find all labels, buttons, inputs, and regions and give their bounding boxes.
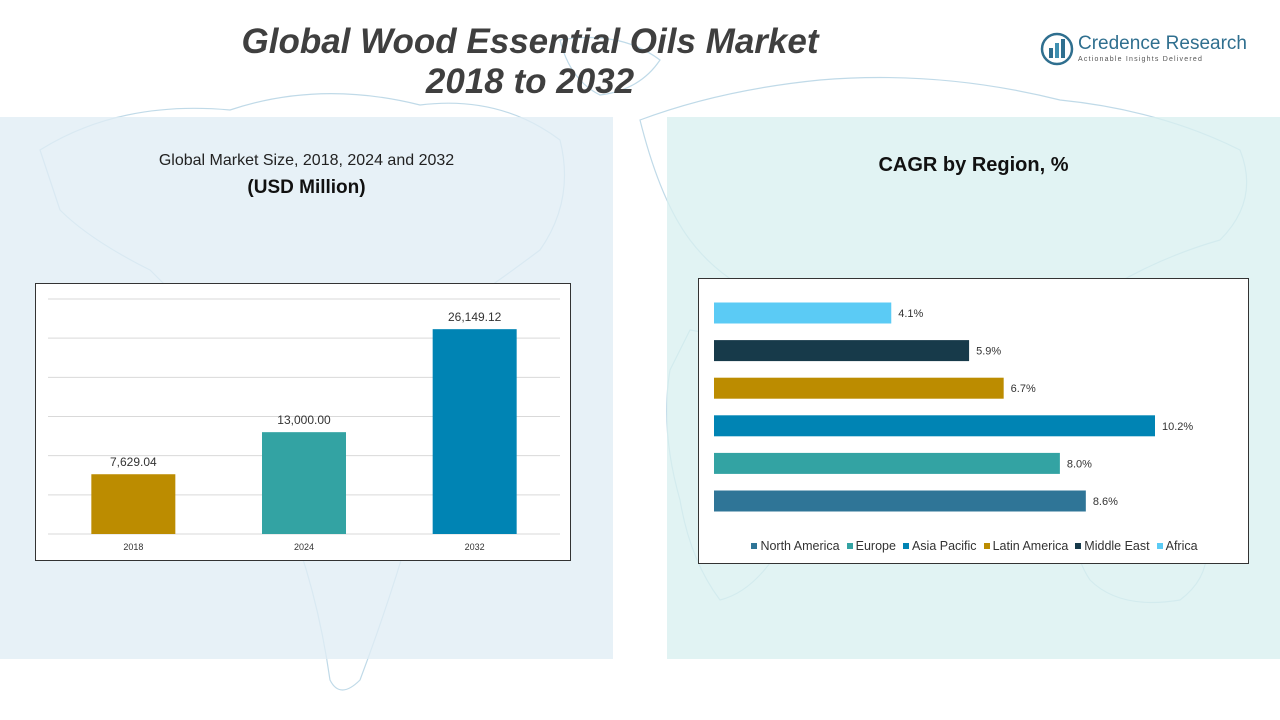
- bar-value-label: 8.6%: [1093, 496, 1118, 508]
- credence-research-logo: Credence Research Actionable Insights De…: [1040, 32, 1255, 72]
- bar-value-label: 13,000.00: [277, 413, 331, 427]
- market-size-subtitle: Global Market Size, 2018, 2024 and 2032: [158, 152, 455, 169]
- cagr-bars: 8.6% 8.0% 10.2% 6.7% 5.9% 4.1%: [714, 302, 1193, 512]
- bar-value-label: 5.9%: [976, 346, 1001, 358]
- legend-label: Africa: [1165, 539, 1198, 553]
- legend-swatch: [751, 543, 758, 549]
- legend-item: Latin America: [983, 539, 1069, 553]
- bar-latin-america: [714, 377, 1004, 399]
- legend-swatch: [983, 543, 990, 549]
- legend-swatch: [902, 543, 909, 549]
- legend-item: Africa: [1156, 539, 1198, 553]
- logo-name: Credence Research: [1078, 33, 1247, 54]
- market-size-unit: (USD Million): [247, 177, 366, 198]
- legend-item: North America: [751, 539, 840, 553]
- bar-europe: [714, 452, 1060, 474]
- bar-2032: [432, 329, 517, 534]
- market-size-bars: 7,629.04 2018 13,000.00 2024 26,149.12 2032: [48, 298, 560, 552]
- cagr-legend: North America Europe Asia Pacific Latin Ame…: [699, 539, 1250, 553]
- title-line-1: Global Wood Essential Oils Market: [241, 22, 819, 61]
- bar-value-label: 4.1%: [898, 308, 923, 320]
- cagr-title: CAGR by Region, %: [878, 154, 1069, 176]
- legend-label: Europe: [855, 539, 896, 553]
- page-title: Global Wood Essential Oils Market 2018 t…: [180, 22, 880, 102]
- bar-africa: [714, 302, 892, 324]
- bar-value-label: 6.7%: [1011, 383, 1036, 395]
- bar-value-label: 7,629.04: [110, 455, 157, 469]
- legend-label: Asia Pacific: [911, 539, 977, 553]
- legend-item: Asia Pacific: [902, 539, 977, 553]
- legend-swatch: [1075, 543, 1082, 549]
- legend-label: North America: [760, 539, 840, 553]
- x-tick-label: 2032: [465, 542, 485, 552]
- bar-value-label: 8.0%: [1067, 458, 1092, 470]
- legend-item: Middle East: [1075, 539, 1150, 553]
- bar-value-label: 26,149.12: [448, 310, 502, 324]
- legend-swatch: [846, 543, 853, 549]
- legend-label: Latin America: [992, 539, 1069, 553]
- market-size-chart: 7,629.04 2018 13,000.00 2024 26,149.12 2032: [35, 283, 571, 561]
- bar-2024: [262, 432, 346, 534]
- bar-value-label: 10.2%: [1162, 421, 1193, 433]
- bar-middle-east: [714, 340, 970, 362]
- bar-asia-pacific: [714, 415, 1155, 437]
- cagr-chart: 8.6% 8.0% 10.2% 6.7% 5.9% 4.1% North America E…: [698, 278, 1249, 564]
- x-tick-label: 2024: [294, 542, 314, 552]
- bar-chart-logo-icon: [1040, 32, 1074, 66]
- x-tick-label: 2018: [123, 542, 143, 552]
- bar-2018: [91, 474, 176, 534]
- legend-label: Middle East: [1084, 539, 1150, 553]
- logo-tagline: Actionable Insights Delivered: [1078, 56, 1204, 63]
- legend-swatch: [1156, 543, 1163, 549]
- title-line-2: 2018 to 2032: [425, 62, 635, 101]
- legend-item: Europe: [846, 539, 896, 553]
- bar-north-america: [714, 490, 1086, 512]
